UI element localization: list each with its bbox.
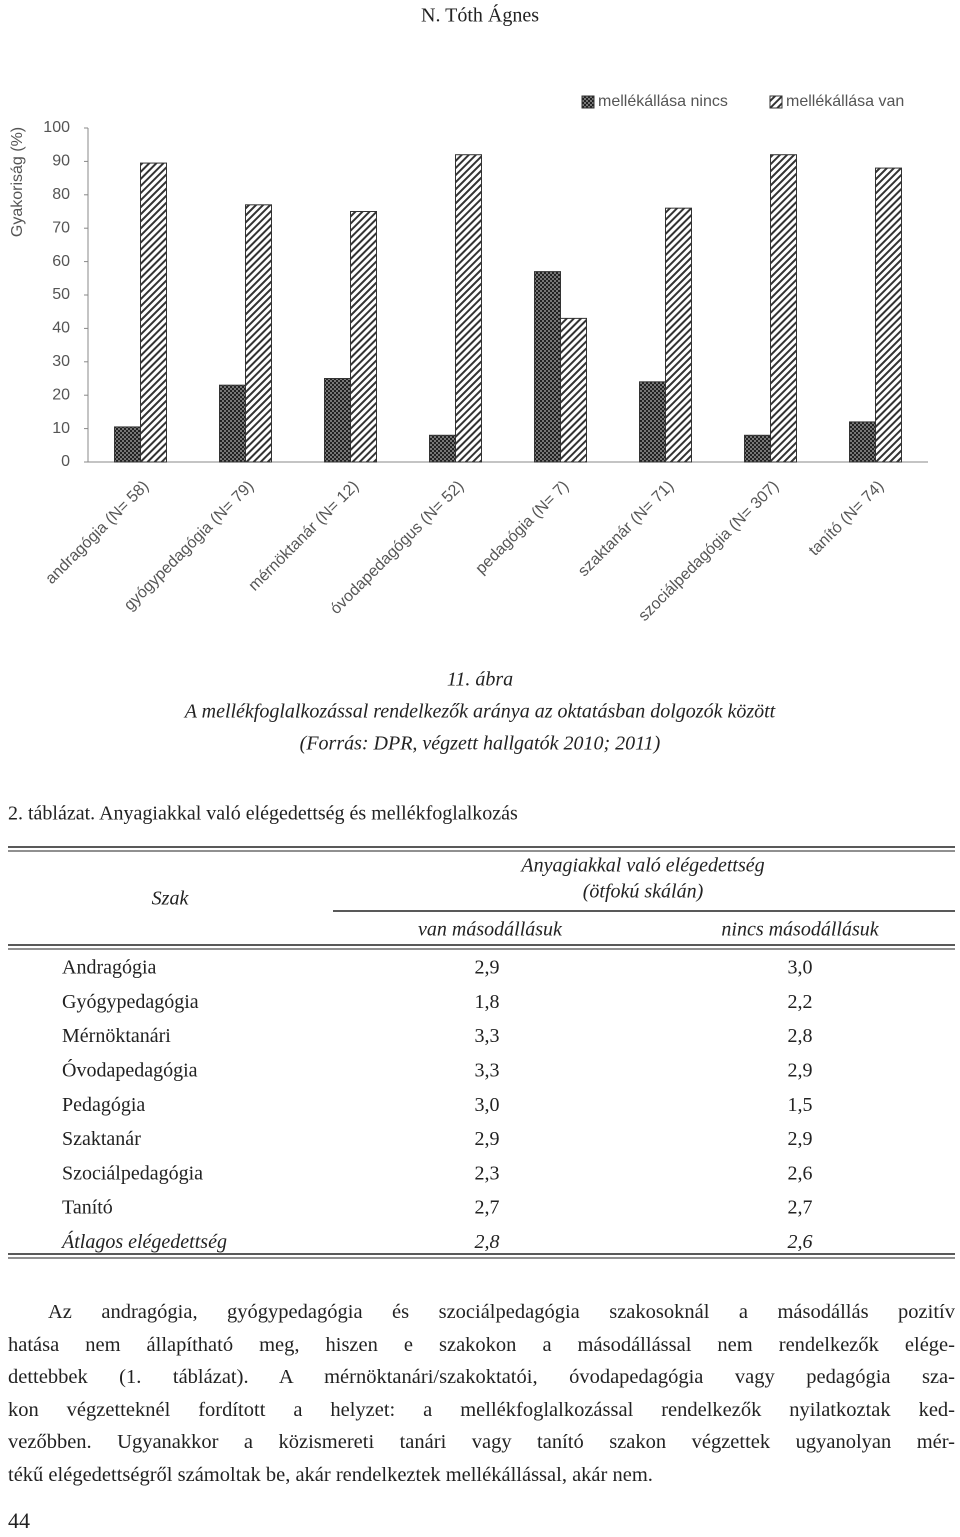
bar <box>455 154 482 463</box>
bar <box>744 434 771 463</box>
table-row-header: Szak <box>152 888 190 910</box>
table-row-label: Átlagos elégedettség <box>60 1230 227 1253</box>
table-row-label: Tanító <box>62 1197 113 1219</box>
y-tick-label: 80 <box>52 186 70 203</box>
table-row-label: Óvodapedagógia <box>62 1057 198 1081</box>
table-cell: 2,3 <box>475 1162 500 1184</box>
caption-source: (Forrás: DPR, végzett hallgatók 2010; 20… <box>300 733 661 755</box>
bar <box>665 207 692 463</box>
y-axis-label: Gyakoriság (%) <box>9 127 26 237</box>
y-tick-label: 40 <box>52 320 70 337</box>
table-column-header: nincs másodállásuk <box>721 919 879 941</box>
bar <box>245 204 272 463</box>
legend-label: mellékállása van <box>786 93 904 110</box>
x-tick-label: andragógia (N= 58) <box>42 478 152 588</box>
y-tick-label: 60 <box>52 253 70 270</box>
table-cell: 2,7 <box>788 1197 813 1219</box>
page-number: 44 <box>8 1508 30 1533</box>
y-tick-label: 30 <box>52 353 70 370</box>
x-tick-label: mérnöktanár (N= 12) <box>246 478 363 595</box>
paragraph-line: hatása nem állapítható meg, hiszen e sza… <box>8 1333 955 1356</box>
paragraph-line: Az andragógia, gyógypedagógia és szociál… <box>48 1301 955 1323</box>
x-tick-label: pedagógia (N= 7) <box>473 478 573 578</box>
caption-number: 11. ábra <box>447 669 513 691</box>
paragraph-line: kon végzetteknél fordított a helyzet: a … <box>8 1398 955 1421</box>
y-tick-label: 90 <box>52 153 70 170</box>
paragraph-line: vezőbben. Ugyanakkor a közismereti tanár… <box>8 1431 955 1454</box>
bar <box>429 434 456 463</box>
table-cell: 3,3 <box>475 1059 500 1081</box>
bar <box>219 384 246 463</box>
bar <box>849 421 876 463</box>
y-tick-label: 20 <box>52 386 70 403</box>
bar <box>140 162 167 463</box>
table-cell: 3,3 <box>475 1025 500 1047</box>
table-group-note: (ötfokú skálán) <box>583 881 704 903</box>
y-tick-label: 70 <box>52 219 70 236</box>
body-paragraph: Az andragógia, gyógypedagógia és szociál… <box>8 1296 955 1492</box>
paragraph-line: tékű elégedettségről számoltak be, akár … <box>8 1463 653 1486</box>
x-tick-label: szaktanár (N= 71) <box>575 478 677 580</box>
table-cell: 3,0 <box>788 957 813 979</box>
table-group-header: Anyagiakkal való elégedettség <box>519 855 764 877</box>
table-cell: 2,6 <box>788 1162 813 1184</box>
table-cell: 2,9 <box>475 957 500 979</box>
bar <box>534 271 561 463</box>
table-title: 2. táblázat. Anyagiakkal való elégedetts… <box>8 803 518 825</box>
table-cell: 2,9 <box>475 1128 500 1150</box>
bar <box>324 378 351 463</box>
table-cell: 1,5 <box>788 1094 813 1116</box>
y-tick-label: 100 <box>43 119 70 136</box>
legend-label: mellékállása nincs <box>598 93 728 110</box>
legend-swatch <box>769 95 783 109</box>
y-tick-label: 0 <box>61 453 70 470</box>
table-row-label: Mérnöktanári <box>62 1025 171 1047</box>
bar <box>875 167 902 463</box>
table-cell: 2,8 <box>475 1231 500 1253</box>
table-cell: 2,9 <box>788 1059 813 1081</box>
table-rules <box>8 846 955 1259</box>
table-row-label: Szaktanár <box>62 1128 141 1150</box>
legend-swatch <box>581 95 595 109</box>
bar <box>639 381 666 463</box>
x-tick-label: tanító (N= 74) <box>806 478 888 560</box>
y-tick-label: 10 <box>52 420 70 437</box>
table-cell: 1,8 <box>475 991 500 1013</box>
y-tick-label: 50 <box>52 286 70 303</box>
bar <box>350 211 377 463</box>
table-cell: 2,9 <box>788 1128 813 1150</box>
table-row-label: Andragógia <box>62 957 157 979</box>
table-row-label: Gyógypedagógia <box>62 991 199 1013</box>
bar <box>560 317 587 463</box>
bar <box>770 154 797 463</box>
table-row-label: Pedagógia <box>62 1094 145 1116</box>
table-cell: 2,6 <box>788 1231 813 1253</box>
table-cell: 2,7 <box>475 1197 500 1219</box>
table-column-header: van másodállásuk <box>418 919 563 941</box>
table-cell: 2,2 <box>788 991 813 1013</box>
running-header: N. Tóth Ágnes <box>421 4 539 27</box>
table-row-label: Szociálpedagógia <box>62 1162 203 1184</box>
bar <box>114 426 141 463</box>
table-cell: 3,0 <box>475 1094 500 1116</box>
paragraph-line: dettebbek (1. táblázat). A mérnöktanári/… <box>8 1366 955 1389</box>
page-graphics: N. Tóth Ágnes Gyakoriság (%) 11. ábra A … <box>8 4 955 1259</box>
table-cell: 2,8 <box>788 1025 813 1047</box>
caption-title: A mellékfoglalkozással rendelkezők arány… <box>183 701 776 723</box>
